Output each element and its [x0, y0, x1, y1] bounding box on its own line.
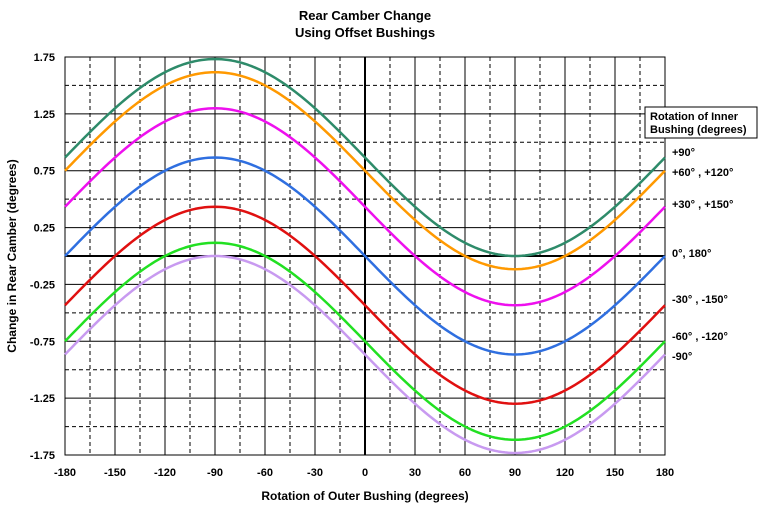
- y-tick-label: -0.75: [30, 336, 55, 348]
- legend-label: +30° , +150°: [672, 199, 733, 211]
- chart-title-line-2: Using Offset Bushings: [295, 25, 435, 40]
- legend-label: +60° , +120°: [672, 167, 733, 179]
- legend-label: -90°: [672, 351, 692, 363]
- legend: +90° +60° , +120° +30° , +150° 0°, 180° -30°…: [672, 147, 733, 363]
- x-tick-label: 150: [606, 467, 624, 479]
- x-tick-label: -30: [307, 467, 323, 479]
- series-line: [64, 156, 666, 356]
- series-line: [64, 241, 666, 442]
- tick-labels: -180 -150 -120 -90 -60 -30 0 30 60 90 120 150 180 1.7…: [30, 52, 674, 479]
- y-tick-label: 0.75: [34, 166, 55, 178]
- legend-title-line-1: Rotation of Inner: [650, 111, 739, 123]
- y-tick-label: 1.25: [34, 109, 55, 121]
- y-axis-label: Change in Rear Camber (degrees): [5, 159, 19, 352]
- y-tick-label: -0.25: [30, 279, 55, 291]
- legend-label: -30° , -150°: [672, 294, 728, 306]
- x-tick-label: -90: [207, 467, 223, 479]
- series-line: [64, 254, 666, 455]
- series-line: [64, 107, 666, 307]
- x-tick-label: 60: [459, 467, 471, 479]
- x-tick-label: -180: [54, 467, 76, 479]
- y-tick-label: 0.25: [34, 223, 55, 235]
- x-tick-label: 120: [556, 467, 574, 479]
- series-lines: [64, 57, 666, 455]
- x-tick-label: 180: [656, 467, 674, 479]
- x-tick-label: 30: [409, 467, 421, 479]
- x-tick-label: -120: [154, 467, 176, 479]
- legend-label: +90°: [672, 147, 695, 159]
- x-tick-label: -150: [104, 467, 126, 479]
- legend-label: 0°, 180°: [672, 248, 711, 260]
- legend-label: -60° , -120°: [672, 331, 728, 343]
- series-line: [64, 70, 666, 271]
- x-tick-label: 90: [509, 467, 521, 479]
- x-tick-label: -60: [257, 467, 273, 479]
- series-line: [64, 205, 666, 405]
- y-tick-label: 1.75: [34, 52, 55, 64]
- legend-title-box: Rotation of Inner Bushing (degrees): [644, 106, 758, 139]
- legend-title-line-2: Bushing (degrees): [650, 124, 747, 136]
- x-tick-label: 0: [362, 467, 368, 479]
- y-tick-label: -1.75: [30, 450, 55, 462]
- y-tick-label: -1.25: [30, 393, 55, 405]
- series-line: [64, 57, 666, 258]
- x-axis-label: Rotation of Outer Bushing (degrees): [261, 489, 468, 503]
- chart-title-line-1: Rear Camber Change: [299, 8, 431, 23]
